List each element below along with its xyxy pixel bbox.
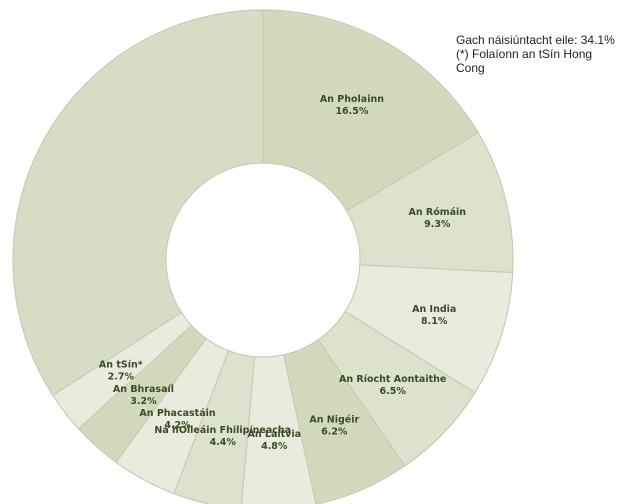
chart-annotation: Gach náisiúntacht eile: 34.1% (*) Folaío…: [456, 33, 631, 75]
slice-label-an-tsin: An tSín*: [99, 360, 143, 371]
slice-remainder: [12, 9, 264, 397]
slice-value-an-tsin: 2.7%: [108, 372, 135, 383]
slice-label-na-hoileain-fhilipineacha: Na hOileáin Fhilipíneacha: [154, 425, 291, 436]
slice-value-an-india: 8.1%: [421, 316, 448, 327]
annotation-footnote-cont: Cong: [456, 61, 485, 75]
slice-value-an-riocht-aontaithe: 6.5%: [380, 386, 407, 397]
slice-value-an-nigeir: 6.2%: [321, 427, 348, 438]
slice-layer: [12, 9, 514, 504]
slice-label-an-romain: An Rómáin: [408, 207, 466, 218]
slice-label-an-laitvia: An Laitvia: [247, 429, 301, 440]
slice-value-na-hoileain-fhilipineacha: 4.4%: [210, 437, 237, 448]
slice-an-nigeir: [282, 339, 406, 504]
slice-label-an-phacastain: An Phacastáin: [139, 408, 215, 419]
slice-label-an-riocht-aontaithe: An Ríocht Aontaithe: [339, 374, 446, 385]
slice-label-an-bhrasail: An Bhrasaíl: [113, 384, 174, 395]
slice-value-an-romain: 9.3%: [424, 219, 451, 230]
slice-value-an-bhrasail: 3.2%: [130, 396, 157, 407]
slice-value-an-laitvia: 4.8%: [261, 441, 288, 452]
slice-label-an-pholainn: An Pholainn: [320, 94, 384, 105]
slice-an-pholainn: [262, 9, 480, 212]
slice-label-an-india: An India: [412, 304, 456, 315]
slice-label-an-nigeir: An Nigéir: [309, 415, 359, 426]
slice-an-laitvia: [240, 354, 317, 504]
annotation-footnote: (*) Folaíonn an tSín Hong: [456, 47, 593, 61]
slice-an-romain: [345, 131, 514, 274]
slice-value-an-phacastain: 4.2%: [164, 420, 191, 431]
annotation-remainder: Gach náisiúntacht eile: 34.1%: [456, 33, 615, 47]
slice-value-an-pholainn: 16.5%: [335, 106, 368, 117]
